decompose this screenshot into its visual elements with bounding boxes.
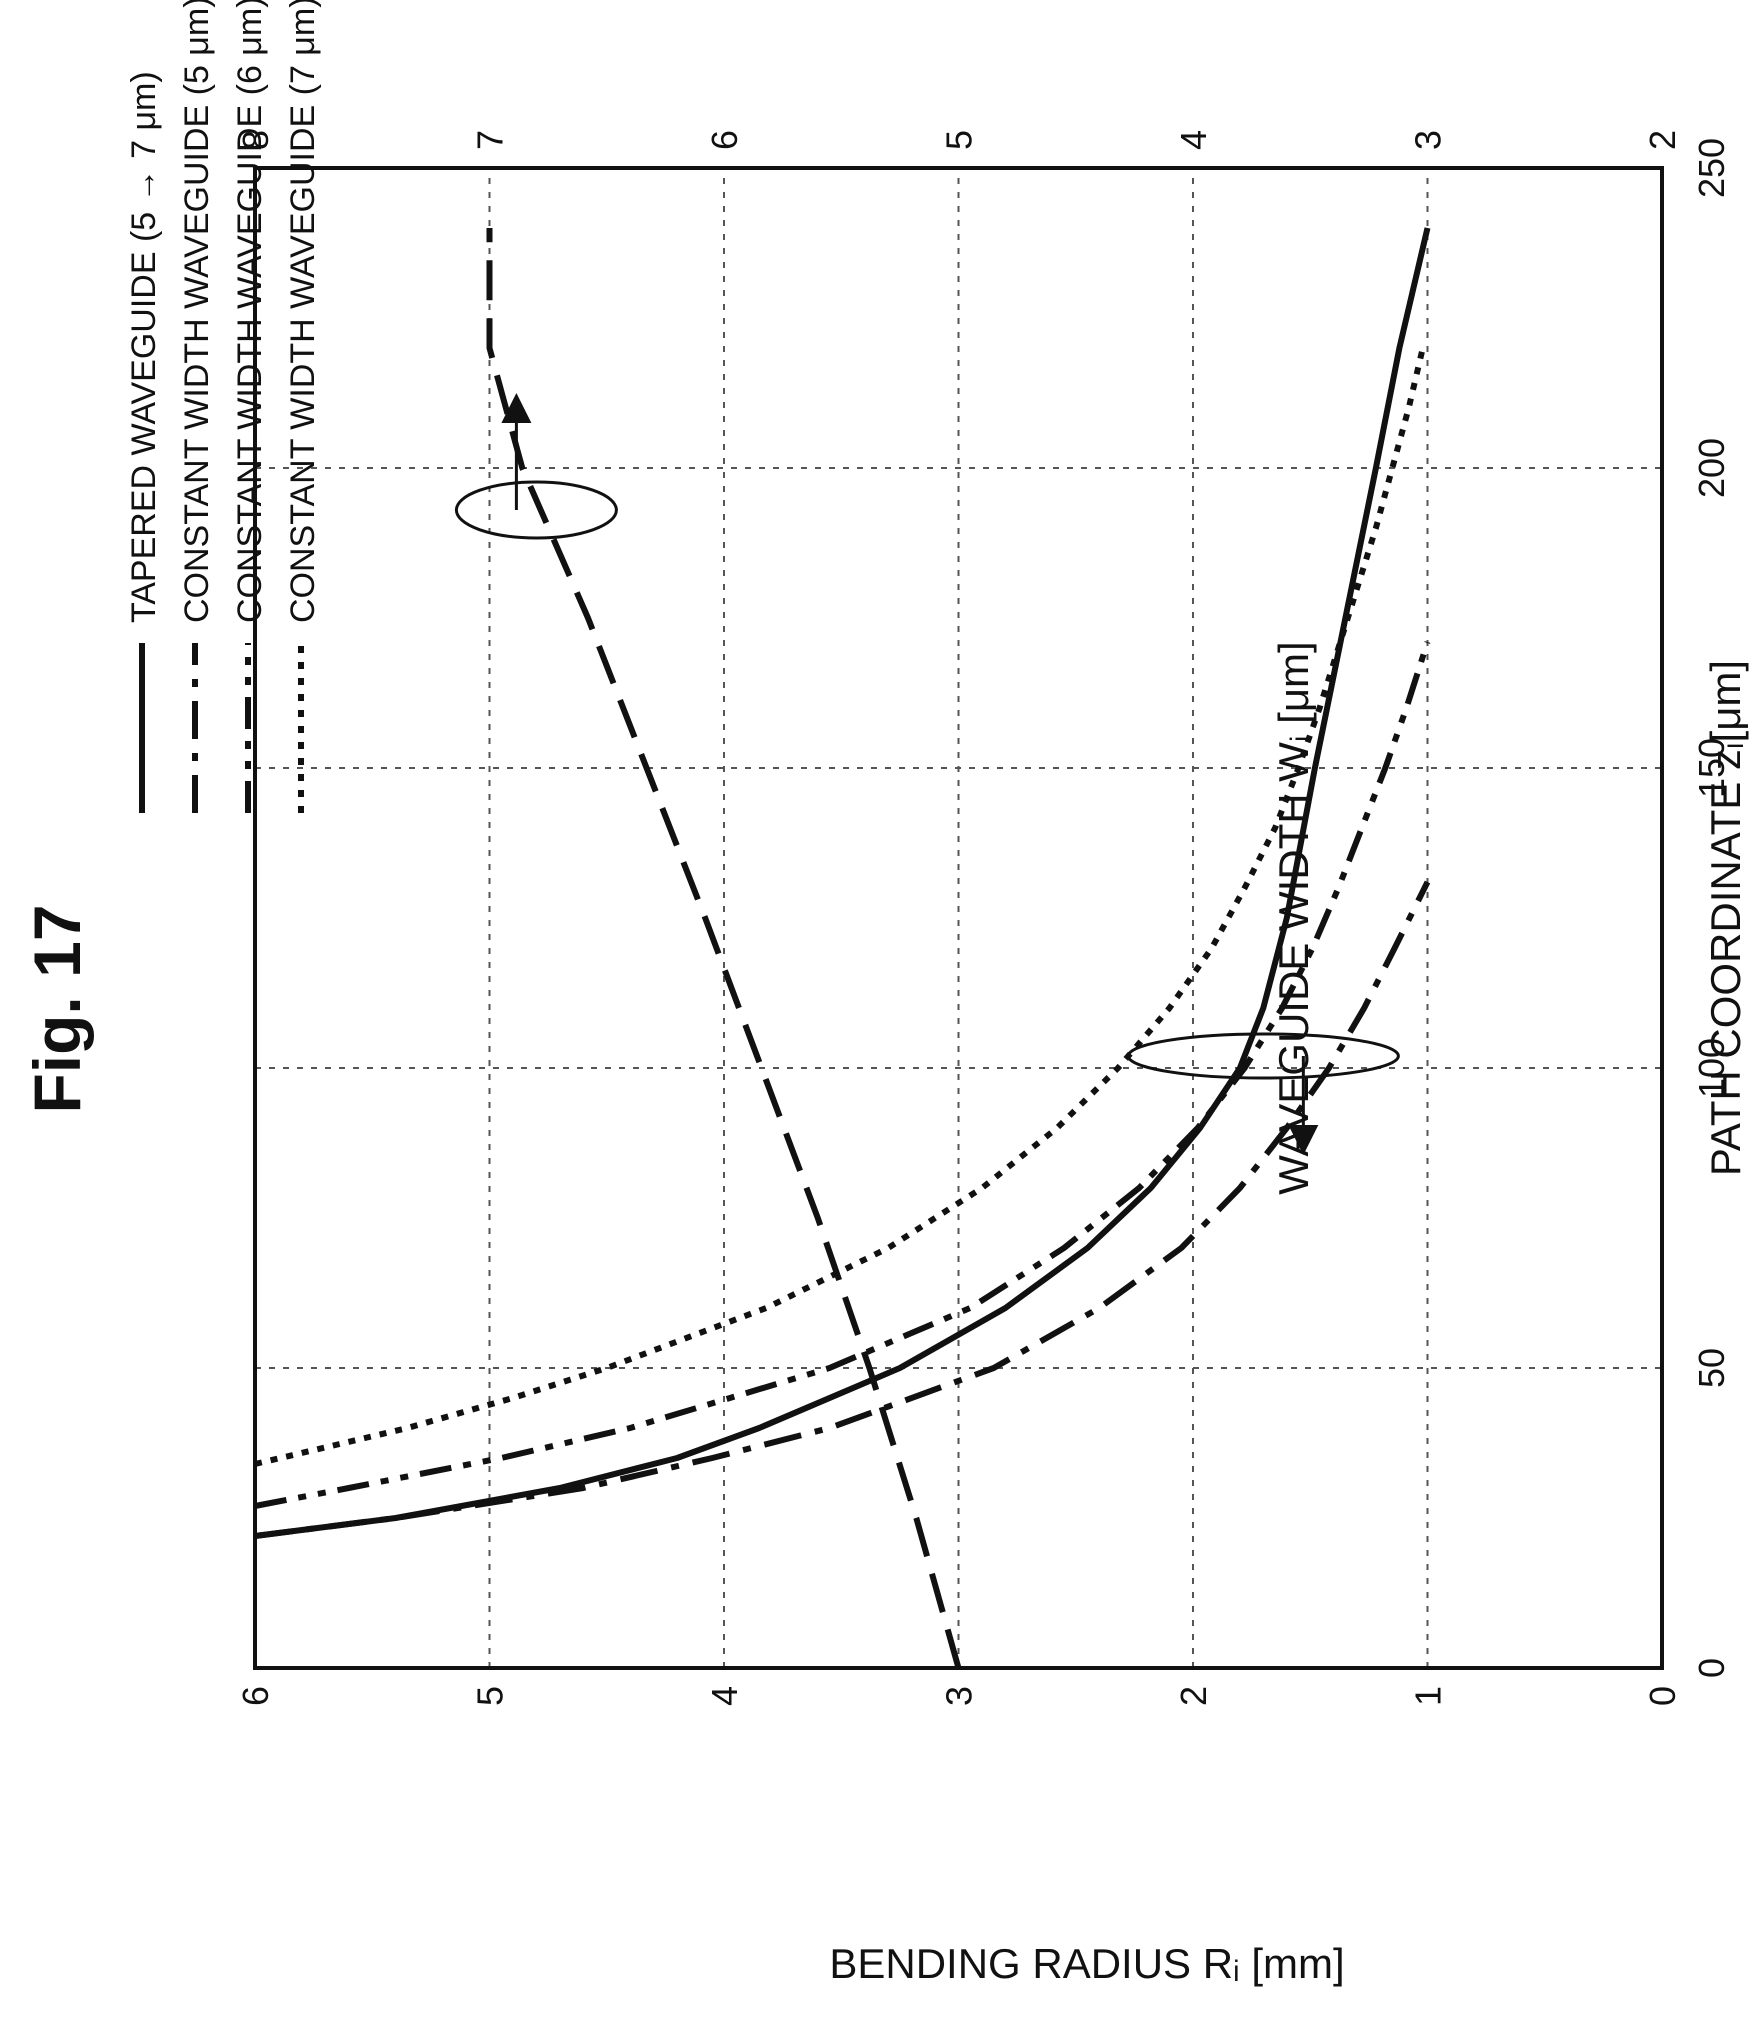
series-line-1 xyxy=(254,880,1431,1539)
plot-frame xyxy=(253,166,1664,1670)
y-left-tick-label-0: 0 xyxy=(1642,1686,1683,1706)
y-right-tick-label-4: 6 xyxy=(704,130,745,150)
legend-label-3: CONSTANT WIDTH WAVEGUIDE (7 μm) xyxy=(284,0,322,623)
y-left-tick-label-3: 3 xyxy=(939,1686,980,1706)
y-left-tick-label-2: 2 xyxy=(1173,1686,1214,1706)
series-line-4 xyxy=(486,228,962,1669)
series-line-2 xyxy=(254,641,1431,1509)
annotations xyxy=(454,393,1400,1155)
x-tick-label-4: 200 xyxy=(1691,438,1732,498)
legend-label-0: TAPERED WAVEGUIDE (5 → 7 μm) xyxy=(125,71,163,623)
y-left-tick-label-1: 1 xyxy=(1408,1686,1449,1706)
figure-label: Fig. 17 xyxy=(20,904,94,1113)
left-axis-label: BENDING RADIUS Rᵢ [mm] xyxy=(829,1940,1344,1987)
right-axis-label: WAVEGUIDE WIDTH Wᵢ [μm] xyxy=(1270,641,1317,1194)
y-right-tick-label-3: 5 xyxy=(939,130,980,150)
y-right-tick-label-0: 2 xyxy=(1642,130,1683,150)
y-left-tick-label-4: 4 xyxy=(704,1686,745,1706)
x-axis-label: PATH COORDINATE zᵢ[μm] xyxy=(1702,660,1749,1176)
grid xyxy=(254,167,1663,1669)
y-right-tick-label-2: 4 xyxy=(1173,130,1214,150)
legend-label-1: CONSTANT WIDTH WAVEGUIDE (5 μm) xyxy=(178,0,216,623)
y-right-tick-label-6: 8 xyxy=(235,130,276,150)
x-tick-label-0: 0 xyxy=(1691,1658,1732,1678)
width-group-ellipse xyxy=(454,480,618,540)
x-tick-label-5: 250 xyxy=(1691,138,1732,198)
x-tick-label-3: 150 xyxy=(1691,738,1732,798)
series-line-0 xyxy=(254,227,1431,1539)
legend-label-2: CONSTANT WIDTH WAVEGUIDE (6 μm) xyxy=(231,0,269,623)
radius-group-ellipse xyxy=(1126,1032,1400,1080)
y-left-tick-label-6: 6 xyxy=(235,1686,276,1706)
x-tick-label-1: 50 xyxy=(1691,1348,1732,1388)
legend: TAPERED WAVEGUIDE (5 → 7 μm) CONSTANT WID… xyxy=(125,0,322,813)
y-left-tick-label-5: 5 xyxy=(470,1686,511,1706)
y-right-tick-label-5: 7 xyxy=(470,130,511,150)
series-line-3 xyxy=(254,347,1426,1467)
x-tick-label-2: 100 xyxy=(1691,1038,1732,1098)
tick-labels: 0 50 100 150 200 250 0 1 2 3 4 5 6 2 3 4 5 6 7 8 xyxy=(235,130,1732,1706)
series-group xyxy=(254,227,1431,1669)
y-right-tick-label-1: 3 xyxy=(1408,130,1449,150)
